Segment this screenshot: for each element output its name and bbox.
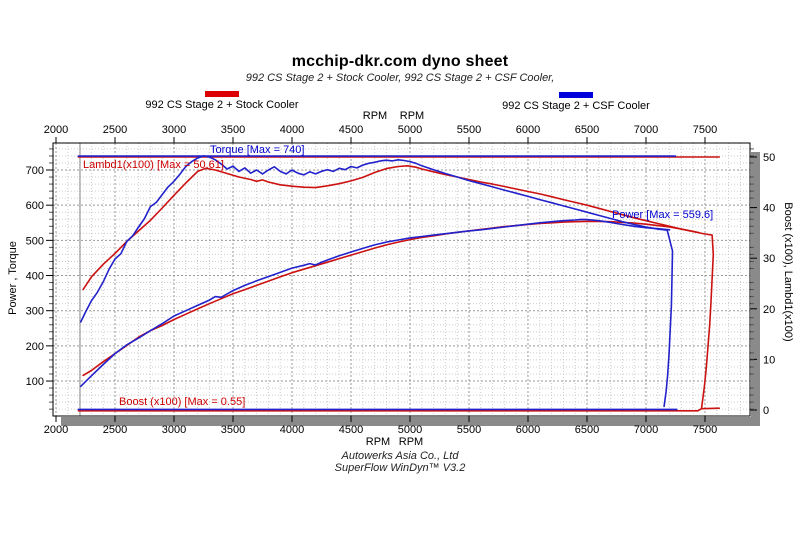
series-torque-csf bbox=[80, 155, 674, 408]
legend-stock: 992 CS Stage 2 + Stock Cooler bbox=[122, 91, 322, 111]
series-boost-stock bbox=[77, 407, 721, 412]
svg-text:0: 0 bbox=[763, 405, 769, 417]
rpm-label-bottom-2: RPM bbox=[398, 436, 424, 448]
svg-text:600: 600 bbox=[26, 200, 44, 212]
svg-text:700: 700 bbox=[26, 165, 44, 177]
csf-color-swatch bbox=[559, 92, 593, 98]
legend-stock-label: 992 CS Stage 2 + Stock Cooler bbox=[145, 99, 299, 111]
svg-text:3000: 3000 bbox=[162, 124, 186, 136]
svg-text:4500: 4500 bbox=[339, 124, 363, 136]
svg-text:5000: 5000 bbox=[398, 124, 422, 136]
svg-text:5500: 5500 bbox=[457, 424, 481, 436]
power-max-label: Power [Max = 559.6] bbox=[612, 209, 714, 221]
boost-max-label: Boost (x100) [Max = 0.55] bbox=[119, 396, 246, 408]
svg-text:6000: 6000 bbox=[516, 424, 540, 436]
torque-max-label: Torque [Max = 740] bbox=[210, 144, 305, 156]
svg-text:6000: 6000 bbox=[516, 124, 540, 136]
svg-text:3500: 3500 bbox=[221, 424, 245, 436]
svg-text:2500: 2500 bbox=[103, 124, 127, 136]
svg-text:4000: 4000 bbox=[280, 124, 304, 136]
svg-text:100: 100 bbox=[26, 376, 44, 388]
svg-text:7000: 7000 bbox=[634, 124, 658, 136]
svg-text:6500: 6500 bbox=[575, 424, 599, 436]
svg-text:5500: 5500 bbox=[457, 124, 481, 136]
rpm-label-top-1: RPM bbox=[362, 110, 388, 122]
series-power-csf bbox=[80, 218, 671, 388]
svg-text:4000: 4000 bbox=[280, 424, 304, 436]
svg-text:30: 30 bbox=[763, 253, 775, 265]
page-subtitle: 992 CS Stage 2 + Stock Cooler, 992 CS St… bbox=[245, 72, 555, 84]
svg-text:2000: 2000 bbox=[44, 424, 68, 436]
svg-text:7500: 7500 bbox=[693, 124, 717, 136]
rpm-label-bottom-1: RPM bbox=[365, 436, 391, 448]
svg-text:2000: 2000 bbox=[44, 124, 68, 136]
svg-text:200: 200 bbox=[26, 341, 44, 353]
right-axis-title: Boost (x100), Lambd1(x100) bbox=[782, 202, 794, 342]
rpm-label-top-2: RPM bbox=[399, 110, 425, 122]
svg-text:5000: 5000 bbox=[398, 424, 422, 436]
svg-text:500: 500 bbox=[26, 235, 44, 247]
legend-csf-label: 992 CS Stage 2 + CSF Cooler bbox=[502, 100, 650, 112]
svg-text:300: 300 bbox=[26, 306, 44, 318]
stock-color-swatch bbox=[205, 91, 239, 97]
svg-text:20: 20 bbox=[763, 304, 775, 316]
page-title: mcchip-dkr.com dyno sheet bbox=[291, 53, 509, 70]
svg-text:10: 10 bbox=[763, 354, 775, 366]
left-axis-title: Power , Torque bbox=[7, 241, 19, 315]
svg-text:2500: 2500 bbox=[103, 424, 127, 436]
legend-csf: 992 CS Stage 2 + CSF Cooler bbox=[476, 92, 676, 112]
svg-text:400: 400 bbox=[26, 271, 44, 283]
svg-text:3500: 3500 bbox=[221, 124, 245, 136]
footer-company: Autowerks Asia Co., Ltd bbox=[341, 450, 459, 462]
footer-software: SuperFlow WinDyn™ V3.2 bbox=[334, 462, 466, 474]
lambda-max-label: Lambd1(x100) [Max = 50.61] bbox=[83, 159, 224, 171]
svg-text:7000: 7000 bbox=[634, 424, 658, 436]
svg-text:4500: 4500 bbox=[339, 424, 363, 436]
svg-text:6500: 6500 bbox=[575, 124, 599, 136]
svg-text:40: 40 bbox=[763, 203, 775, 215]
svg-text:3000: 3000 bbox=[162, 424, 186, 436]
svg-text:7500: 7500 bbox=[693, 424, 717, 436]
svg-text:50: 50 bbox=[763, 152, 775, 164]
